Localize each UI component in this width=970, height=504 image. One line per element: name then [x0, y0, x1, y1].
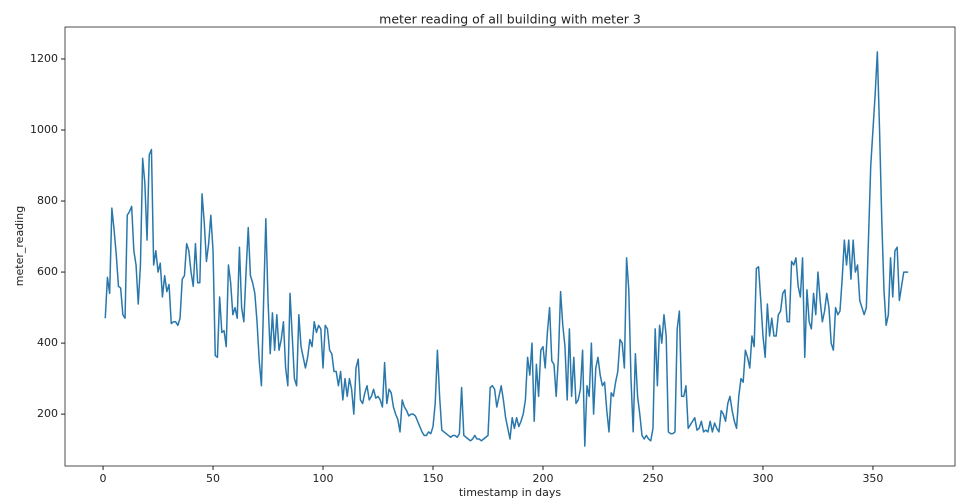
- y-tick-label: 1200: [30, 52, 58, 65]
- y-axis-label: meter_reading: [13, 206, 26, 286]
- x-tick-label: 250: [642, 472, 663, 485]
- data-line: [104, 51, 909, 447]
- x-axis-label: timestamp in days: [459, 486, 562, 499]
- x-tick-label: 50: [206, 472, 220, 485]
- y-tick-label: 200: [37, 407, 58, 420]
- x-tick-label: 150: [423, 472, 444, 485]
- y-tick-label: 1000: [30, 123, 58, 136]
- y-tick-label: 600: [37, 265, 58, 278]
- y-tick-label: 800: [37, 194, 58, 207]
- chart-title: meter reading of all building with meter…: [379, 12, 641, 27]
- x-tick-label: 350: [862, 472, 883, 485]
- x-tick-label: 100: [313, 472, 334, 485]
- y-tick-label: 400: [37, 336, 58, 349]
- x-tick-label: 200: [532, 472, 553, 485]
- x-tick-label: 0: [100, 472, 107, 485]
- plot-frame: [64, 26, 956, 467]
- x-tick-label: 300: [752, 472, 773, 485]
